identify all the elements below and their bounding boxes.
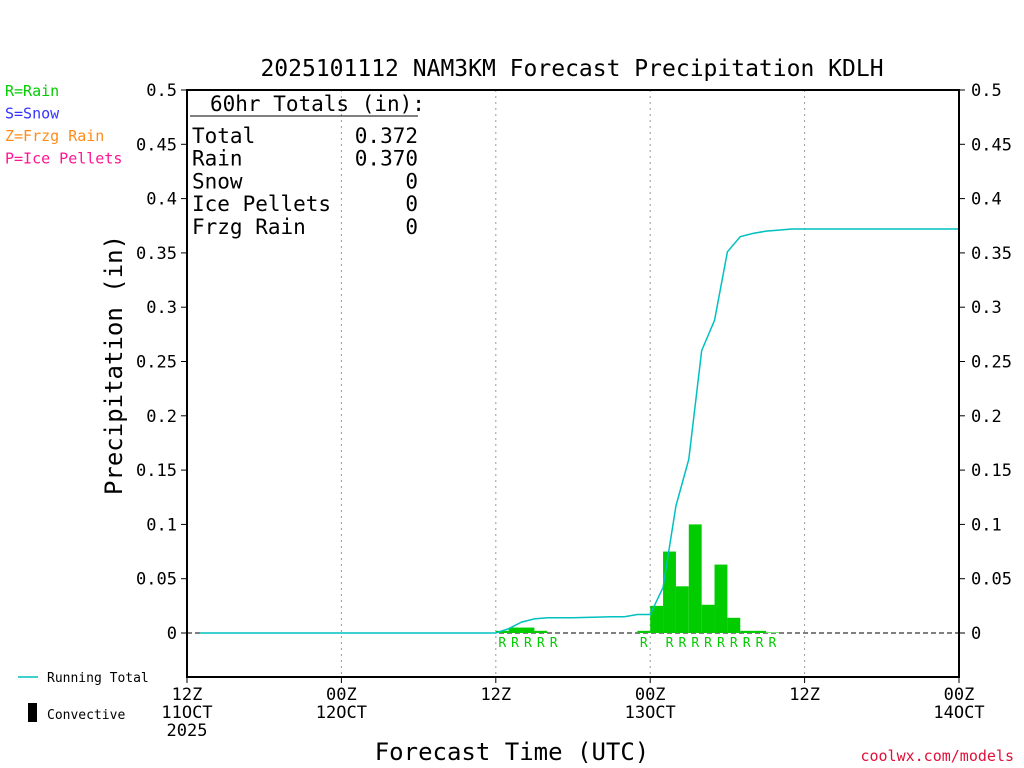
totals-label: Frzg Rain (192, 215, 306, 239)
axis-ticks: 0 00.05 0.050.1 0.10.15 0.150.2 0.20.25 0.250.… (136, 81, 1012, 741)
convective-legend-swatch (28, 703, 37, 722)
ptype-legend-entry: Z=Frzg Rain (5, 127, 104, 145)
ptype-marker: R (743, 636, 751, 651)
y-tick-label-left: 0 (167, 624, 177, 644)
x-tick-label: 2025 (167, 721, 208, 741)
y-tick-label-left: 0.1 (146, 515, 177, 535)
ptype-marker: R (537, 636, 545, 651)
precip-bar (714, 564, 728, 633)
precip-bar (521, 627, 535, 633)
x-tick-label: 12Z (480, 685, 511, 705)
y-axis-label: Precipitation (in) (100, 235, 128, 495)
convective-legend-label: Convective (47, 708, 125, 723)
y-tick-label-left: 0.2 (146, 407, 177, 427)
running-total-series (199, 228, 959, 634)
totals-label: Total (192, 124, 255, 148)
y-tick-label-left: 0.35 (136, 244, 177, 264)
ptype-marker: R (756, 636, 764, 651)
y-tick-label-right: 0.2 (971, 407, 1002, 427)
x-tick-label: 13OCT (625, 703, 676, 723)
ptype-marker: R (769, 636, 777, 651)
ptype-legend-entry: R=Rain (5, 82, 59, 100)
precip-bar (650, 605, 664, 633)
y-tick-label-left: 0.4 (146, 190, 177, 210)
precip-bar (688, 524, 702, 633)
y-tick-label-right: 0.35 (971, 244, 1012, 264)
y-tick-label-right: 0.25 (971, 353, 1012, 373)
ptype-marker: R (717, 636, 725, 651)
precip-bar (508, 627, 522, 633)
grid-lines (187, 90, 959, 677)
y-tick-label-right: 0.3 (971, 298, 1002, 318)
ptype-marker: R (498, 636, 506, 651)
ptype-marker: R (678, 636, 686, 651)
y-tick-label-right: 0.45 (971, 135, 1012, 155)
x-tick-label: 00Z (635, 685, 666, 705)
x-tick-label: 12Z (172, 685, 203, 705)
y-tick-label-left: 0.25 (136, 353, 177, 373)
precip-bar (637, 630, 651, 633)
running-total-legend-label: Running Total (47, 671, 149, 686)
precip-bar (675, 586, 689, 633)
x-tick-label: 12OCT (316, 703, 367, 723)
y-tick-label-right: 0.1 (971, 515, 1002, 535)
ptype-marker: R (524, 636, 532, 651)
plot-border (186, 89, 960, 678)
ptype-marker: R (704, 636, 712, 651)
chart-title: 2025101112 NAM3KM Forecast Precipitation… (260, 56, 883, 82)
precip-bar (534, 630, 548, 633)
x-tick-label: 00Z (326, 685, 357, 705)
totals-value: 0.372 (355, 124, 418, 148)
precip-bar (740, 630, 754, 633)
precip-bar (766, 632, 779, 633)
x-tick-label: 12Z (789, 685, 820, 705)
precip-bar (663, 551, 676, 633)
running-total-line (199, 228, 959, 634)
totals-value: 0 (405, 169, 418, 193)
ptype-legend-entry: P=Ice Pellets (5, 150, 122, 168)
totals-box: 60hr Totals (in): Total 0.372 Rain 0.370 Snow… (190, 92, 425, 239)
y-tick-label-right: 0.5 (971, 81, 1002, 101)
y-tick-label-right: 0.4 (971, 190, 1002, 210)
totals-value: 0 (405, 215, 418, 239)
y-tick-label-left: 0.5 (146, 81, 177, 101)
credit-text: coolwx.com/models (860, 747, 1014, 765)
ptype-marker: R (691, 636, 699, 651)
ptype-marker: R (511, 636, 519, 651)
y-tick-label-right: 0.05 (971, 570, 1012, 590)
x-tick-label: 14OCT (933, 703, 984, 723)
ptype-marker: R (666, 636, 674, 651)
y-tick-label-right: 0 (971, 624, 981, 644)
precip-bars (495, 524, 779, 633)
x-axis-label: Forecast Time (UTC) (375, 738, 650, 766)
totals-label: Rain (192, 147, 243, 171)
totals-label: Ice Pellets (192, 192, 331, 216)
totals-label: Snow (192, 169, 243, 193)
ptype-marker: R (640, 636, 648, 651)
ptype-marker: R (730, 636, 738, 651)
totals-value: 0 (405, 192, 418, 216)
y-tick-label-left: 0.15 (136, 461, 177, 481)
y-tick-label-left: 0.05 (136, 570, 177, 590)
precip-bar (727, 617, 741, 633)
plot-frame (186, 89, 960, 678)
y-tick-label-left: 0.45 (136, 135, 177, 155)
ptype-legend-entry: S=Snow (5, 105, 60, 123)
ptype-marker: R (550, 636, 558, 651)
x-tick-label: 00Z (944, 685, 975, 705)
legend: R=Rain S=Snow Z=Frzg Rain P=Ice Pellets Runn… (5, 82, 149, 723)
y-tick-label-right: 0.15 (971, 461, 1012, 481)
y-tick-label-left: 0.3 (146, 298, 177, 318)
precip-bar (701, 604, 715, 633)
precip-bar (495, 630, 509, 633)
precip-bar (753, 630, 766, 633)
totals-value: 0.370 (355, 147, 418, 171)
x-tick-label: 11OCT (161, 703, 212, 723)
totals-heading: 60hr Totals (in): (210, 92, 425, 116)
